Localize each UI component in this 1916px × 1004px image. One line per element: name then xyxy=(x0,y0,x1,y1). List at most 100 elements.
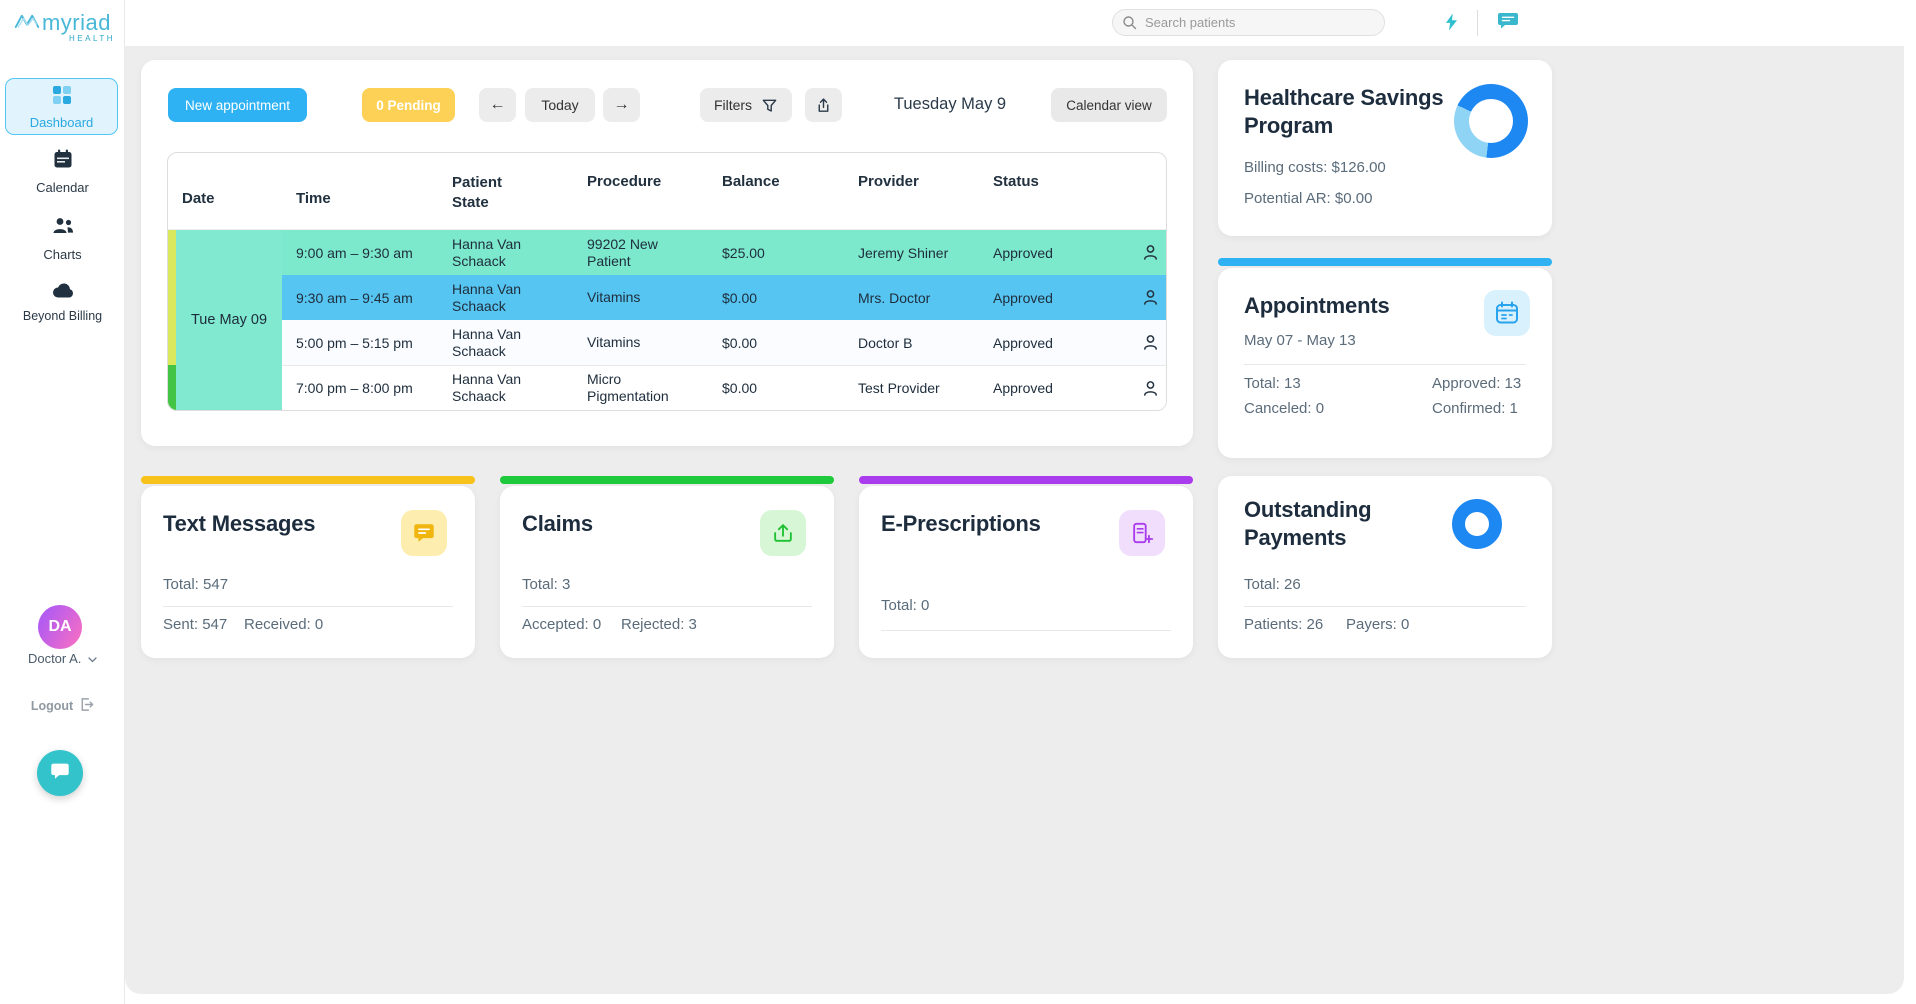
cell-patient: Hanna Van Schaack xyxy=(452,371,522,404)
topbar xyxy=(125,0,1916,46)
card-title: Healthcare Savings Program xyxy=(1244,85,1444,138)
avatar[interactable]: DA xyxy=(38,605,82,649)
appointments-card: Appointments May 07 - May 13 Total: 13 A… xyxy=(1218,258,1552,458)
patient-profile-icon[interactable] xyxy=(1134,366,1166,410)
patient-profile-icon[interactable] xyxy=(1134,320,1166,365)
patient-profile-icon[interactable] xyxy=(1134,275,1166,320)
column-header-balance: Balance xyxy=(722,173,780,190)
potential-ar-stat: Potential AR: $0.00 xyxy=(1244,190,1373,207)
calendar-icon xyxy=(52,148,74,175)
sidebar-item-charts[interactable]: Charts xyxy=(0,215,125,262)
cell-provider: Mrs. Doctor xyxy=(858,289,931,306)
column-header-date: Date xyxy=(182,190,215,207)
payments-patients: Patients: 26 xyxy=(1244,616,1324,633)
cell-balance: $0.00 xyxy=(722,289,758,306)
search-container xyxy=(1112,9,1385,36)
status-color-strip xyxy=(168,230,176,410)
chevron-down-icon xyxy=(85,651,97,666)
payments-donut-chart xyxy=(1452,499,1502,549)
cell-time: 9:00 am – 9:30 am xyxy=(296,244,413,261)
cell-procedure: Vitamins xyxy=(587,289,641,306)
appointments-table: Date Time Patient State Procedure Balanc… xyxy=(167,152,1167,411)
sidebar-item-dashboard[interactable]: Dashboard xyxy=(5,78,118,135)
cell-status: Approved xyxy=(993,380,1053,396)
brand-name: myriad xyxy=(41,10,111,35)
search-icon xyxy=(1123,16,1137,30)
card-divider xyxy=(1244,606,1526,607)
current-date-label: Tuesday May 9 xyxy=(893,95,1007,113)
date-group-label: Tue May 09 xyxy=(176,230,282,410)
column-header-patient-state: Patient State xyxy=(452,174,503,212)
appointment-row[interactable]: 9:00 am – 9:30 am Hanna Van Schaack 9920… xyxy=(168,230,1166,275)
cell-procedure: Vitamins xyxy=(587,334,641,351)
claims-accepted: Accepted: 0 xyxy=(522,616,602,633)
cell-balance: $25.00 xyxy=(722,244,765,261)
today-button[interactable]: Today xyxy=(525,88,595,122)
calendar-view-button[interactable]: Calendar view xyxy=(1051,88,1167,122)
cell-procedure: Micro Pigmentation xyxy=(587,371,669,404)
appointments-canceled: Canceled: 0 xyxy=(1244,400,1325,417)
card-divider xyxy=(881,630,1171,631)
card-accent-bar xyxy=(1218,258,1552,266)
cell-time: 7:00 pm – 8:00 pm xyxy=(296,380,413,396)
prev-day-button[interactable]: ← xyxy=(479,88,516,122)
eprescriptions-total: Total: 0 xyxy=(881,597,930,614)
logout-label: Logout xyxy=(30,699,74,713)
appointments-approved: Approved: 13 xyxy=(1432,375,1522,392)
appointment-row[interactable]: 7:00 pm – 8:00 pm Hanna Van Schaack Micr… xyxy=(168,365,1166,410)
column-header-procedure: Procedure xyxy=(587,173,662,190)
eprescriptions-card: E-Prescriptions Total: 0 xyxy=(859,476,1193,658)
new-appointment-button[interactable]: New appointment xyxy=(168,88,307,122)
sidebar-item-beyond-billing[interactable]: Beyond Billing xyxy=(0,281,125,323)
sidebar-item-label: Beyond Billing xyxy=(22,309,103,323)
flash-icon[interactable] xyxy=(1443,11,1460,38)
message-icon[interactable] xyxy=(1497,11,1519,36)
cell-time: 5:00 pm – 5:15 pm xyxy=(296,334,413,351)
cell-provider: Jeremy Shiner xyxy=(858,244,949,261)
sidebar-item-label: Charts xyxy=(43,247,82,262)
cell-patient: Hanna Van Schaack xyxy=(452,235,522,269)
column-header-actions xyxy=(1134,153,1166,229)
logout-button[interactable]: Logout xyxy=(0,697,125,715)
appointments-confirmed: Confirmed: 1 xyxy=(1432,400,1518,417)
savings-donut-chart xyxy=(1454,84,1528,158)
sidebar-item-calendar[interactable]: Calendar xyxy=(0,148,125,195)
cell-time: 9:30 am – 9:45 am xyxy=(296,289,413,306)
export-button[interactable] xyxy=(805,88,842,122)
payments-payers: Payers: 0 xyxy=(1346,616,1410,633)
column-header-provider: Provider xyxy=(858,173,919,190)
filters-button[interactable]: Filters xyxy=(700,88,792,122)
logo-wave-icon xyxy=(14,11,40,36)
brand-logo: myriad HEALTH xyxy=(0,10,125,43)
cell-patient: Hanna Van Schaack xyxy=(452,280,522,314)
messages-received: Received: 0 xyxy=(244,616,324,633)
table-body: 9:00 am – 9:30 am Hanna Van Schaack 9920… xyxy=(168,230,1166,410)
messages-total: Total: 547 xyxy=(163,576,229,593)
card-accent-bar xyxy=(859,476,1193,484)
outstanding-payments-card: Outstanding Payments Total: 26 Patients:… xyxy=(1218,476,1552,658)
cloud-icon xyxy=(51,281,75,304)
claims-total: Total: 3 xyxy=(522,576,571,593)
claims-upload-icon xyxy=(760,510,806,556)
date-range: May 07 - May 13 xyxy=(1244,332,1356,349)
card-accent-bar xyxy=(141,476,475,484)
cell-balance: $0.00 xyxy=(722,380,758,396)
claims-rejected: Rejected: 3 xyxy=(621,616,697,633)
export-icon xyxy=(815,97,832,114)
search-input[interactable] xyxy=(1112,9,1385,36)
column-header-time: Time xyxy=(296,190,331,207)
dashboard-icon xyxy=(51,84,73,111)
cell-balance: $0.00 xyxy=(722,334,758,351)
support-chat-button[interactable] xyxy=(37,750,83,796)
date-group-cell: Tue May 09 xyxy=(168,230,282,410)
user-menu[interactable]: Doctor A. xyxy=(0,651,125,666)
card-divider xyxy=(163,606,453,607)
pending-button[interactable]: 0 Pending xyxy=(362,88,455,122)
sidebar-item-label: Calendar xyxy=(36,180,89,195)
next-day-button[interactable]: → xyxy=(603,88,640,122)
appointment-row[interactable]: 5:00 pm – 5:15 pm Hanna Van Schaack Vita… xyxy=(168,320,1166,365)
patient-profile-icon[interactable] xyxy=(1134,230,1166,275)
appointment-row[interactable]: 9:30 am – 9:45 am Hanna Van Schaack Vita… xyxy=(168,275,1166,320)
card-title: Text Messages xyxy=(163,511,316,536)
topbar-divider xyxy=(1477,10,1478,36)
